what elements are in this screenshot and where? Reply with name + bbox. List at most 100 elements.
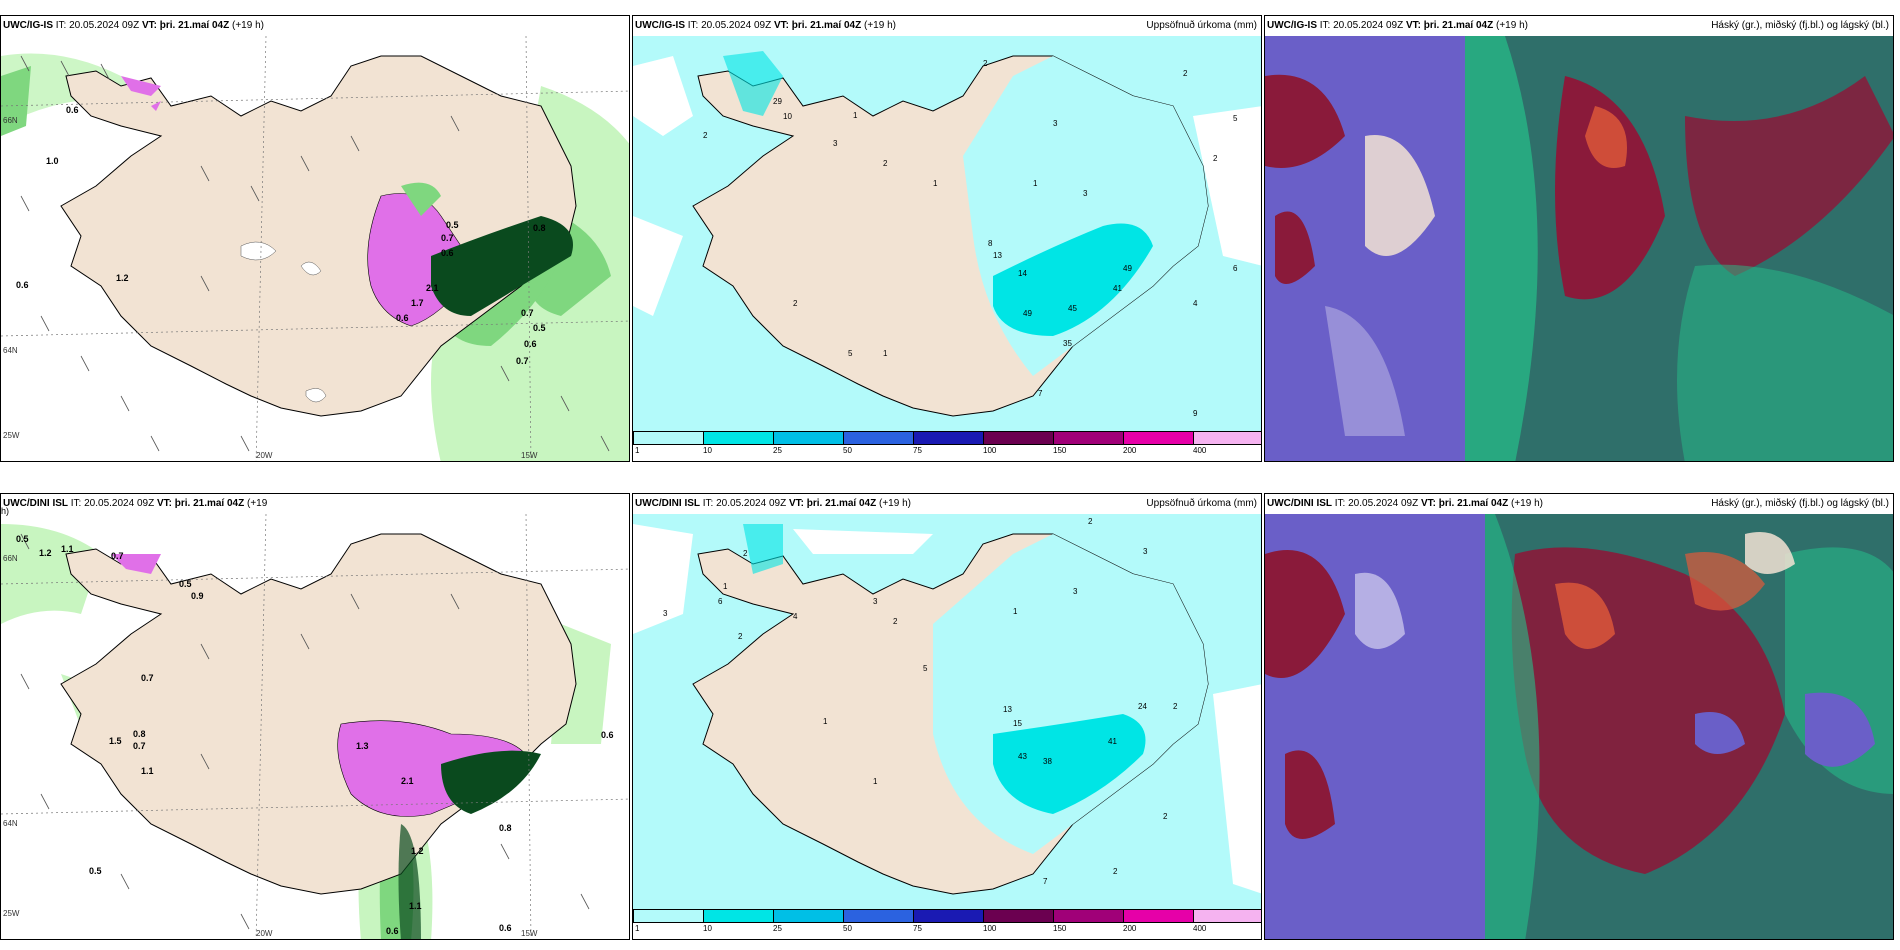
- panel-dini-clouds: UWC/DINI ISL IT: 20.05.2024 09Z VT: þri.…: [1264, 493, 1894, 940]
- precip-label: 1.2: [116, 273, 129, 283]
- precip-label: 2: [793, 299, 798, 308]
- precip-label: 1.1: [61, 544, 74, 554]
- precip-label: 4: [793, 612, 798, 621]
- precip-label: 0.5: [16, 534, 29, 544]
- precip-label: 2.1: [426, 283, 439, 293]
- lat-label: 64N: [3, 819, 18, 828]
- scale-tick: 25: [773, 446, 782, 455]
- precip-label: 2: [893, 617, 898, 626]
- precip-label: 43: [1018, 752, 1027, 761]
- scale-tick: 50: [843, 446, 852, 455]
- precip-label: 29: [773, 97, 782, 106]
- precip-label: 1: [873, 777, 878, 786]
- precip-label: 1: [853, 111, 858, 120]
- it-label: IT:: [702, 498, 714, 509]
- field-title: Háský (gr.), miðský (fj.bl.) og lágský (…: [1711, 498, 1889, 509]
- lat-label: 66N: [3, 554, 18, 563]
- map-canvas: 2 3 1 6 2 4 1 3 2 5 13 15 43 38 41 24 2 …: [633, 514, 1261, 914]
- header-wrap: h): [1, 506, 10, 516]
- lead-time: (+19 h): [864, 20, 896, 31]
- lat-label: 66N: [3, 116, 18, 125]
- valid-time: VT: þri. 21.maí 04Z: [1405, 20, 1494, 31]
- scale-swatch: [983, 431, 1055, 445]
- scale-tick: 1: [635, 446, 640, 455]
- precip-label: 0.7: [141, 673, 154, 683]
- precip-label: 3: [663, 609, 668, 618]
- precip-label: 1: [823, 717, 828, 726]
- precip-label: 1.5: [109, 736, 122, 746]
- panel-header: UWC/DINI ISL IT: 20.05.2024 09Z VT: þri.…: [1, 494, 629, 514]
- it-label: IT:: [1319, 20, 1331, 31]
- map-canvas: 0.6 1.0 0.6 1.2 0.5 0.7 0.6 0.8 0.7 0.5 …: [1, 35, 629, 461]
- scale-swatch: [1053, 909, 1125, 923]
- model-name: UWC/DINI ISL: [635, 498, 700, 509]
- precip-label: 2.1: [401, 776, 414, 786]
- model-name: UWC/DINI ISL: [3, 498, 68, 509]
- panel-igis-wind-precip: UWC/IG-IS IT: 20.05.2024 09Z VT: þri. 21…: [0, 15, 630, 462]
- lead-time: (+19 h): [232, 20, 264, 31]
- precip-label: 3: [873, 597, 878, 606]
- color-scale-legend: 1 10 25 50 75 100 150 200 400: [633, 909, 1261, 939]
- scale-swatch: [633, 909, 705, 923]
- precip-label: 7: [1038, 389, 1043, 398]
- precip-label: 1.3: [356, 741, 369, 751]
- scale-swatch: [703, 909, 775, 923]
- precip-label: 2: [743, 549, 748, 558]
- precip-label: 2: [1183, 69, 1188, 78]
- precip-label: 1: [723, 582, 728, 591]
- scale-swatch: [913, 431, 985, 445]
- it-label: IT:: [70, 498, 82, 509]
- lead-time: (+19 h): [879, 498, 911, 509]
- valid-time: VT: þri. 21.maí 04Z: [156, 498, 245, 509]
- precip-label: 9: [1193, 409, 1198, 418]
- scale-swatch: [843, 431, 915, 445]
- precip-label: 2: [1088, 517, 1093, 526]
- scale-tick: 50: [843, 924, 852, 933]
- scale-swatch: [703, 431, 775, 445]
- scale-tick: 400: [1193, 446, 1207, 455]
- precip-label: 49: [1023, 309, 1032, 318]
- model-name: UWC/IG-IS: [3, 20, 53, 31]
- lead-time: (+19 h): [1511, 498, 1543, 509]
- init-time: 20.05.2024 09Z: [1348, 498, 1419, 509]
- valid-time: VT: þri. 21.maí 04Z: [788, 498, 877, 509]
- model-name: UWC/DINI ISL: [1267, 498, 1332, 509]
- scale-tick: 100: [983, 446, 997, 455]
- scale-swatch: [1053, 431, 1125, 445]
- precip-label: 0.6: [601, 730, 614, 740]
- lon-label: 15W: [521, 929, 538, 938]
- scale-swatch: [773, 431, 845, 445]
- init-time: 20.05.2024 09Z: [701, 20, 772, 31]
- precip-label: 3: [833, 139, 838, 148]
- precip-label: 0.5: [179, 579, 192, 589]
- scale-swatch: [983, 909, 1055, 923]
- init-time: 20.05.2024 09Z: [1333, 20, 1404, 31]
- scale-tick: 10: [703, 924, 712, 933]
- it-label: IT:: [687, 20, 699, 31]
- precip-label: 0.6: [441, 248, 454, 258]
- precip-label: 24: [1138, 702, 1147, 711]
- valid-time: VT: þri. 21.maí 04Z: [773, 20, 862, 31]
- panel-igis-accum-precip: UWC/IG-IS IT: 20.05.2024 09Z VT: þri. 21…: [632, 15, 1262, 462]
- precip-label: 0.8: [499, 823, 512, 833]
- precip-label: 0.6: [499, 923, 512, 933]
- scale-swatch: [1123, 431, 1195, 445]
- scale-tick: 10: [703, 446, 712, 455]
- scale-swatch: [633, 431, 705, 445]
- lat-label: 64N: [3, 346, 18, 355]
- precip-label: 1: [883, 349, 888, 358]
- scale-tick: 200: [1123, 924, 1137, 933]
- precip-label: 0.7: [133, 741, 146, 751]
- precip-label: 0.5: [533, 323, 546, 333]
- scale-tick: 200: [1123, 446, 1137, 455]
- precip-label: 0.9: [191, 591, 204, 601]
- precip-label: 14: [1018, 269, 1027, 278]
- field-title: Uppsöfnuð úrkoma (mm): [1146, 20, 1257, 31]
- precip-label: 1.2: [411, 846, 424, 856]
- panel-header: UWC/DINI ISL IT: 20.05.2024 09Z VT: þri.…: [633, 494, 1261, 514]
- it-label: IT:: [55, 20, 67, 31]
- precip-label: 6: [718, 597, 723, 606]
- precip-label: 2: [1163, 812, 1168, 821]
- precip-label: 3: [1073, 587, 1078, 596]
- precip-label: 5: [848, 349, 853, 358]
